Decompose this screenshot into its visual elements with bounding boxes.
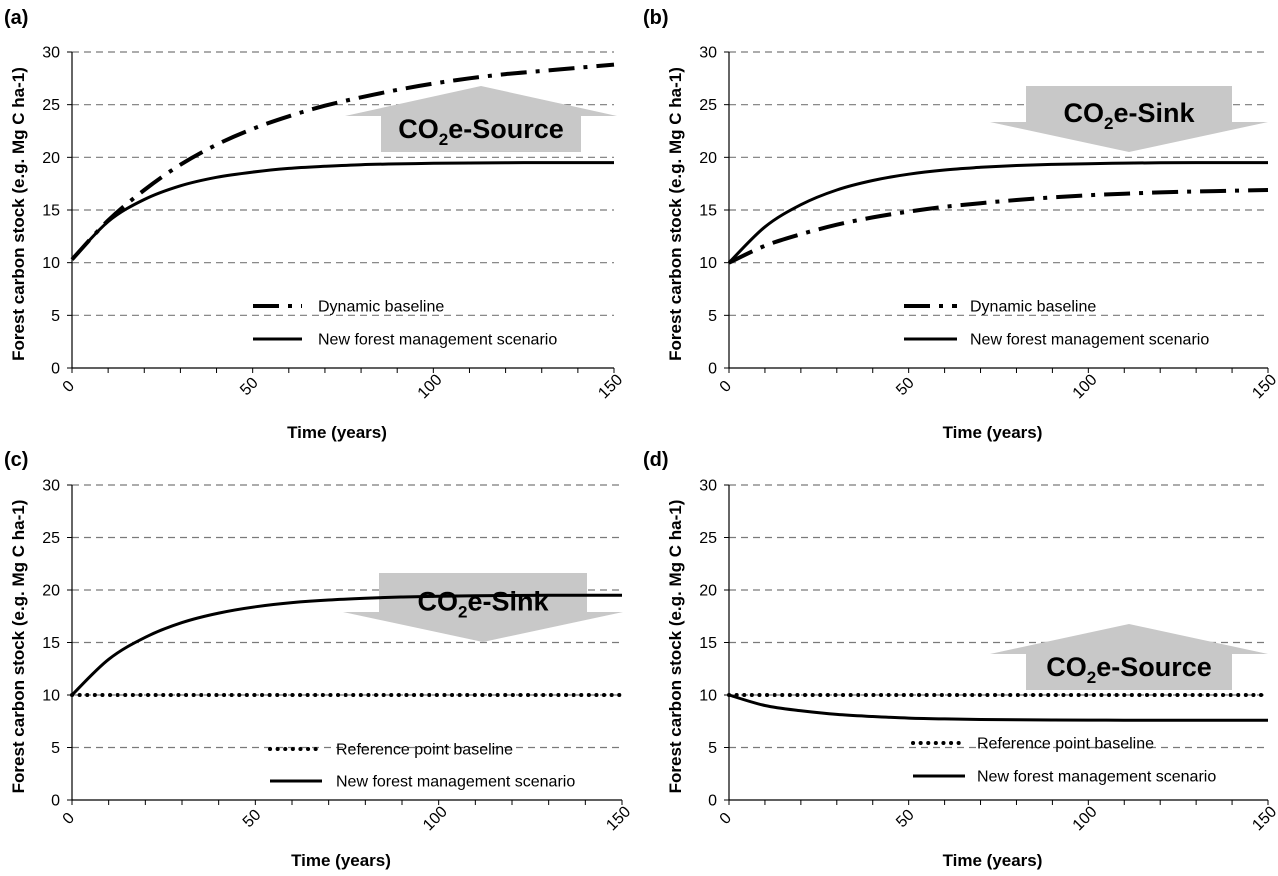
y-tick-label: 10	[699, 688, 717, 705]
x-tick-label: 50	[240, 806, 265, 831]
y-tick-label: 20	[42, 583, 60, 600]
series-line-scenario	[727, 161, 1268, 264]
legend-label: Reference point baseline	[336, 742, 513, 759]
legend-label: New forest management scenario	[977, 769, 1216, 786]
flux-arrow: CO2e-Sink	[990, 86, 1268, 152]
x-axis-title: Time (years)	[943, 423, 1043, 442]
y-axis-title: Forest carbon stock (e.g. Mg C ha-1)	[9, 500, 28, 794]
legend-label: New forest management scenario	[970, 332, 1209, 349]
x-tick-label: 150	[1249, 803, 1278, 834]
y-tick-label: 25	[42, 530, 60, 547]
legend-label: Reference point baseline	[977, 736, 1154, 753]
y-tick-label: 10	[42, 255, 60, 272]
panel-label: (b)	[643, 7, 669, 29]
y-axis-title: Forest carbon stock (e.g. Mg C ha-1)	[9, 67, 28, 361]
flux-arrow-label: CO2e-Sink	[1064, 98, 1196, 133]
chart-panel-b: (b) 0 5 10 15 20 25 30 0 50 100 150 Time (years) Fore…	[643, 7, 1278, 442]
y-tick-label: 10	[699, 255, 717, 272]
y-tick-label: 10	[42, 688, 60, 705]
y-tick-label: 30	[42, 478, 60, 495]
series-line-scenario	[70, 593, 622, 697]
y-axis-title: Forest carbon stock (e.g. Mg C ha-1)	[666, 500, 685, 794]
x-axis-title: Time (years)	[287, 423, 387, 442]
y-tick-label: 25	[42, 97, 60, 114]
y-tick-label: 0	[708, 361, 717, 378]
y-tick-label: 15	[699, 203, 717, 220]
x-tick-label: 50	[237, 374, 262, 399]
x-tick-label: 0	[717, 378, 735, 396]
y-tick-label: 5	[708, 308, 717, 325]
flux-arrow: CO2e-Source	[990, 624, 1268, 690]
y-tick-label: 20	[699, 583, 717, 600]
x-tick-label: 50	[893, 806, 918, 831]
flux-arrow: CO2e-Sink	[343, 573, 623, 642]
y-tick-label: 5	[708, 740, 717, 757]
flux-arrow-shape	[343, 573, 623, 642]
y-tick-label: 5	[51, 308, 60, 325]
series-line-baseline	[728, 188, 1269, 265]
chart-panel-a: (a) 0 5 10 15 20 25 30 0 50 100 150 Time (years) Fore…	[4, 7, 626, 442]
x-tick-label: 100	[1070, 803, 1101, 834]
y-tick-label: 30	[699, 45, 717, 62]
x-tick-label: 100	[415, 371, 446, 402]
y-tick-label: 15	[42, 635, 60, 652]
legend-label: New forest management scenario	[336, 774, 575, 791]
series-line-baseline	[70, 62, 615, 261]
y-tick-label: 30	[699, 478, 717, 495]
flux-arrow-label: CO2e-Sink	[418, 587, 550, 622]
flux-arrow-label: CO2e-Source	[1046, 652, 1212, 687]
y-tick-label: 15	[699, 635, 717, 652]
y-tick-label: 0	[51, 361, 60, 378]
x-tick-label: 100	[420, 803, 451, 834]
flux-arrow-shape	[990, 624, 1268, 690]
y-tick-label: 25	[699, 530, 717, 547]
y-tick-label: 30	[42, 45, 60, 62]
x-tick-label: 150	[1249, 371, 1278, 402]
flux-arrow: CO2e-Source	[345, 86, 617, 152]
y-tick-label: 20	[699, 150, 717, 167]
panel-label: (a)	[4, 7, 28, 29]
y-tick-label: 0	[51, 793, 60, 810]
legend-label: Dynamic baseline	[970, 299, 1096, 316]
legend-label: Dynamic baseline	[318, 299, 444, 316]
y-axis-title: Forest carbon stock (e.g. Mg C ha-1)	[666, 67, 685, 361]
flux-arrow-label: CO2e-Source	[398, 114, 564, 149]
x-axis-title: Time (years)	[943, 851, 1043, 870]
x-tick-label: 100	[1070, 371, 1101, 402]
series-line-scenario	[70, 161, 614, 261]
legend-label: New forest management scenario	[318, 332, 557, 349]
flux-arrow-shape	[990, 86, 1268, 152]
x-tick-label: 150	[595, 371, 626, 402]
y-tick-label: 15	[42, 203, 60, 220]
panel-label: (c)	[4, 449, 28, 471]
flux-arrow-shape	[345, 86, 617, 152]
x-tick-label: 50	[893, 374, 918, 399]
chart-panel-c: (c) 0 5 10 15 20 25 30 0 50 100 150 Time (years) Fore…	[4, 449, 634, 870]
chart-panel-d: (d) 0 5 10 15 20 25 30 0 50 100 150 Time (years) Fore…	[643, 449, 1278, 870]
x-tick-label: 150	[603, 803, 634, 834]
y-tick-label: 0	[708, 793, 717, 810]
panel-label: (d)	[643, 449, 669, 471]
x-tick-label: 0	[60, 810, 78, 828]
x-tick-label: 0	[717, 810, 735, 828]
y-tick-label: 25	[699, 97, 717, 114]
x-axis-title: Time (years)	[291, 851, 391, 870]
x-tick-label: 0	[60, 378, 78, 396]
series-line-scenario	[728, 693, 1268, 722]
y-tick-label: 20	[42, 150, 60, 167]
y-tick-label: 5	[51, 740, 60, 757]
